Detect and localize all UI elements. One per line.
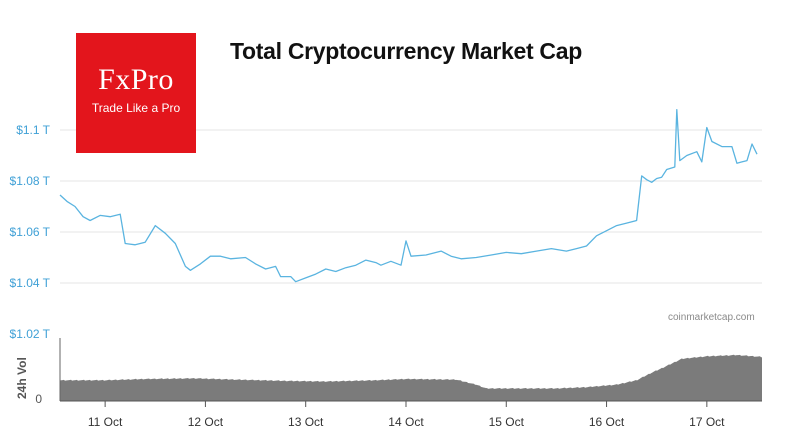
y-tick-label: $1.06 T xyxy=(10,225,51,239)
y-tick-label: $1.04 T xyxy=(10,276,51,290)
x-tick-label: 12 Oct xyxy=(188,415,224,429)
x-axis: 11 Oct 12 Oct 13 Oct 14 Oct 15 Oct 16 Oct 17 O… xyxy=(60,400,762,429)
logo-name: FxPro xyxy=(98,63,174,96)
volume-bars: 24h Vol 0 xyxy=(15,338,762,406)
x-tick-label: 16 Oct xyxy=(589,415,625,429)
y-axis-ticks: $1.1 T $1.08 T $1.06 T $1.04 T $1.02 T xyxy=(10,123,51,341)
source-credit: coinmarketcap.com xyxy=(668,312,755,323)
x-tick-label: 11 Oct xyxy=(88,415,123,429)
logo-tagline: Trade Like a Pro xyxy=(91,101,181,115)
x-tick-label: 17 Oct xyxy=(689,415,725,429)
y-tick-label: $1.02 T xyxy=(10,327,51,341)
volume-axis-label: 24h Vol xyxy=(15,357,29,399)
x-tick-label: 15 Oct xyxy=(489,415,525,429)
grid-lines xyxy=(60,129,762,284)
x-tick-label: 13 Oct xyxy=(288,415,324,429)
chart-title: Total Cryptocurrency Market Cap xyxy=(230,38,582,64)
y-tick-label: $1.1 T xyxy=(16,123,50,137)
x-tick-label: 14 Oct xyxy=(388,415,424,429)
market-cap-series xyxy=(59,108,758,283)
market-cap-line xyxy=(59,108,758,283)
y-tick-label: $1.08 T xyxy=(10,174,51,188)
volume-area xyxy=(60,354,762,401)
volume-zero-label: 0 xyxy=(35,392,42,406)
fxpro-logo: FxPro Trade Like a Pro xyxy=(76,33,196,153)
